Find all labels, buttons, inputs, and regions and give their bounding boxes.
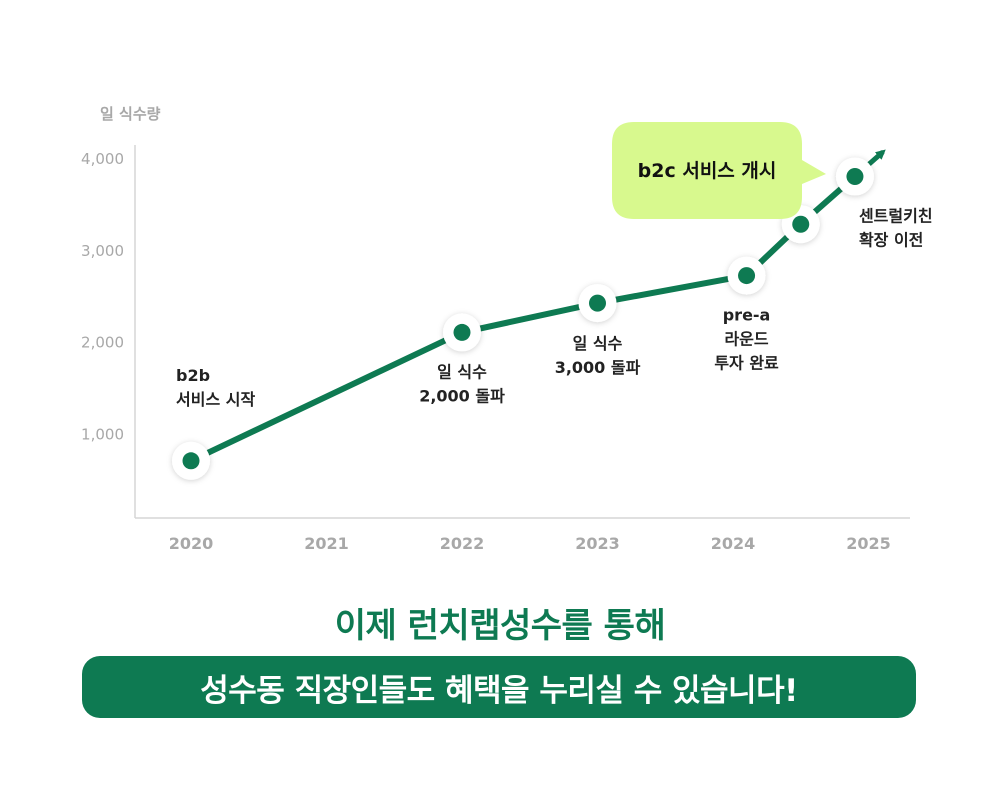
callout-bubble: b2c 서비스 개시 [612,122,826,219]
data-point [727,256,766,295]
callout-shape [612,122,826,219]
banner-text: 성수동 직장인들도 혜택을 누리실 수 있습니다! [200,672,798,709]
data-point-dot [738,267,756,285]
milestone-label-line: 서비스 시작 [176,390,255,409]
y-axis-title: 일 식수량 [100,105,161,123]
y-tick-label: 3,000 [81,242,124,260]
milestone-label-line: 3,000 돌파 [555,358,641,377]
data-point [172,441,210,480]
growth-chart: 일 식수량 1,000 2,000 3,000 4,000 2020 2021 2022 2… [81,105,933,553]
x-tick-label: 2021 [304,534,349,553]
milestone-label-line: 일 식수 [437,362,487,381]
x-tick-label: 2024 [711,534,756,553]
x-tick-label: 2020 [169,534,214,553]
y-tick-label: 4,000 [81,150,124,168]
data-point-dot [792,215,810,233]
milestone-label-line: 라운드 [724,330,768,349]
callout-text: b2c 서비스 개시 [638,160,777,182]
data-point-dot [846,168,864,186]
milestone-label-line: pre-a [723,306,771,325]
milestone-label: 일 식수 2,000 돌파 [419,362,505,405]
milestone-label-line: b2b [176,366,210,385]
banner: 성수동 직장인들도 혜택을 누리실 수 있습니다! [82,656,916,718]
headline: 이제 런치랩성수를 통해 [334,606,666,646]
x-tick-label: 2025 [846,534,891,553]
y-tick-label: 2,000 [81,334,124,352]
data-point-dot [182,452,200,470]
data-point-dot [589,294,606,312]
data-point [578,284,617,323]
milestone-label-line: 일 식수 [573,334,623,353]
milestone-label-line: 센트럴키친 [859,207,933,226]
milestone-label-line: 확장 이전 [859,231,923,250]
data-point [443,313,481,352]
milestone-label: 일 식수 3,000 돌파 [555,334,641,377]
y-tick-label: 1,000 [81,425,124,443]
data-point [835,157,874,196]
data-point-dot [453,323,471,341]
milestone-label: b2b 서비스 시작 [176,366,255,409]
milestone-label-line: 2,000 돌파 [419,386,505,405]
milestone-label-line: 투자 완료 [714,354,779,373]
x-tick-label: 2022 [440,534,485,553]
x-tick-label: 2023 [575,534,620,553]
